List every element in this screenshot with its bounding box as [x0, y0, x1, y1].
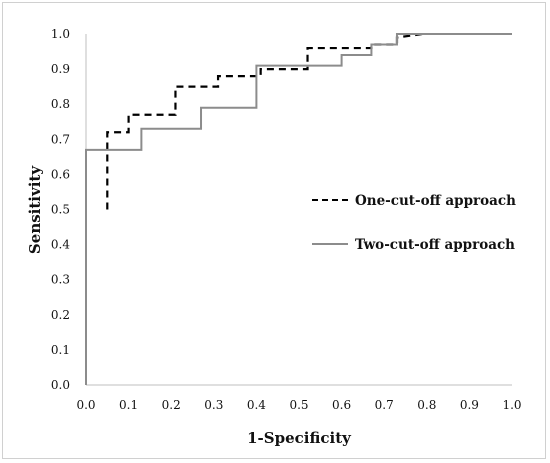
x-tick-label: 0.6 [332, 398, 351, 412]
y-axis-title: Sensitivity [26, 165, 44, 254]
series-line-one-cut-off [106, 32, 423, 210]
chart-frame [2, 2, 546, 459]
x-tick-label: 0.5 [289, 398, 308, 412]
y-tick-label: 0.0 [51, 378, 70, 392]
x-tick-labels: 0.0 0.1 0.2 0.3 0.4 0.5 0.6 0.7 0.8 0.9 1.0 [76, 398, 521, 412]
x-tick-label: 1.0 [502, 398, 521, 412]
axes [85, 34, 512, 386]
y-tick-labels: 0.0 0.1 0.2 0.3 0.4 0.5 0.6 0.7 0.8 0.9 1.0 [51, 27, 70, 392]
y-tick-label: 0.7 [51, 132, 70, 146]
legend-label-two-cut-off: Two-cut-off approach [355, 237, 515, 253]
y-tick-label: 0.9 [51, 62, 70, 76]
x-axis-title: 1-Specificity [247, 429, 352, 447]
x-tick-label: 0.7 [375, 398, 394, 412]
x-tick-label: 0.0 [76, 398, 95, 412]
x-tick-label: 0.3 [204, 398, 223, 412]
y-tick-label: 0.5 [51, 203, 70, 217]
series-lines [85, 32, 512, 385]
x-tick-label: 0.2 [162, 398, 181, 412]
y-tick-label: 0.4 [51, 238, 70, 252]
x-tick-label: 0.4 [247, 398, 266, 412]
y-tick-label: 0.3 [51, 273, 70, 287]
y-tick-label: 0.6 [51, 167, 70, 181]
legend: One-cut-off approach Two-cut-off approac… [312, 193, 516, 253]
legend-label-one-cut-off: One-cut-off approach [355, 193, 516, 209]
y-tick-label: 0.2 [51, 308, 70, 322]
x-tick-label: 0.1 [119, 398, 138, 412]
y-tick-label: 0.8 [51, 97, 70, 111]
y-tick-label: 1.0 [51, 27, 70, 41]
x-tick-label: 0.9 [460, 398, 479, 412]
x-tick-label: 0.8 [417, 398, 436, 412]
series-line-two-cut-off [85, 33, 512, 385]
y-tick-label: 0.1 [51, 343, 70, 357]
